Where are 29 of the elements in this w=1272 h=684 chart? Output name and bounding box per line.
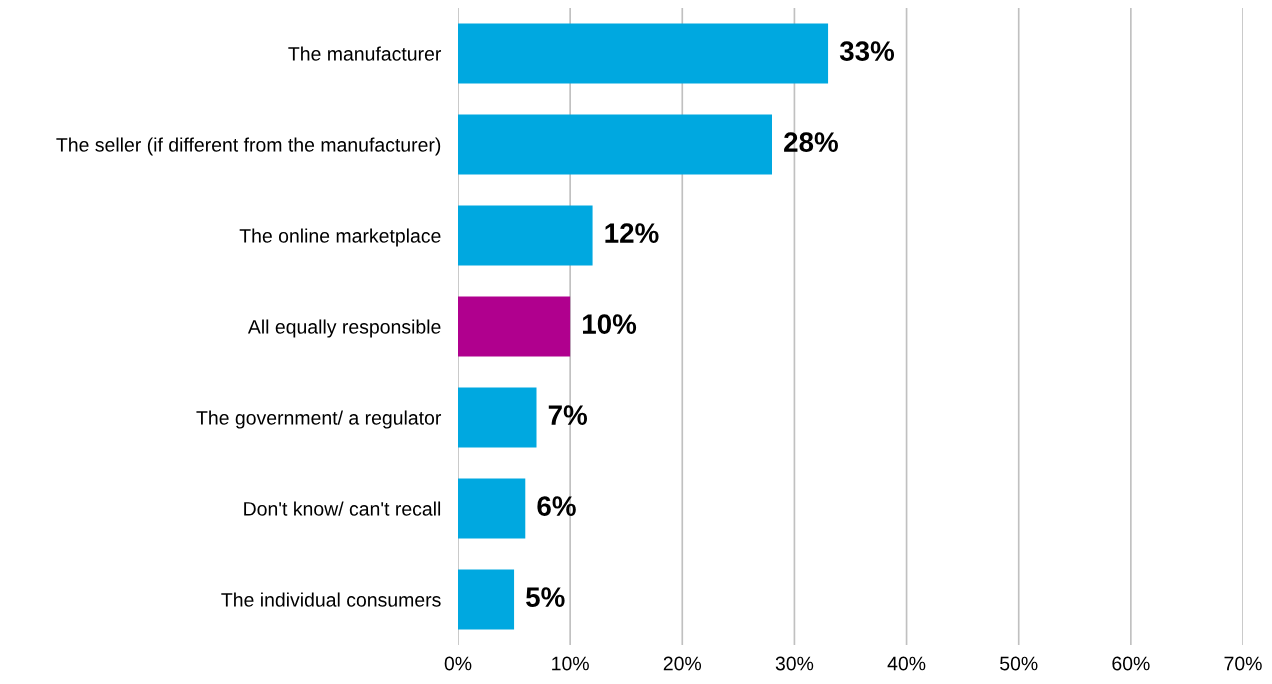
data-label: 6% bbox=[537, 496, 576, 516]
bar bbox=[458, 569, 515, 630]
x-tick-label: 40% bbox=[887, 656, 926, 671]
x-tick-label: 30% bbox=[775, 656, 814, 671]
bar bbox=[458, 23, 829, 84]
y-tick-label: All equally responsible bbox=[247, 319, 441, 338]
bar bbox=[458, 296, 571, 357]
y-tick-label: The government/ a regulator bbox=[196, 410, 442, 429]
data-label: 10% bbox=[583, 314, 637, 334]
x-tick-label: 20% bbox=[663, 656, 702, 671]
y-tick-label: The seller (if different from the manufacturer) bbox=[56, 137, 441, 156]
y-tick-label: Don't know/ can't recall bbox=[244, 501, 441, 516]
data-label: 33% bbox=[839, 41, 895, 61]
data-label: 5% bbox=[526, 587, 565, 607]
data-label: 28% bbox=[784, 132, 838, 152]
data-label: 7% bbox=[548, 405, 588, 425]
x-tick-label: 70% bbox=[1224, 656, 1262, 671]
y-tick-label: The manufacturer bbox=[288, 46, 442, 61]
bar bbox=[458, 387, 537, 448]
bar bbox=[458, 478, 526, 539]
x-tick-label: 50% bbox=[1000, 656, 1038, 671]
bar bbox=[458, 114, 772, 175]
bar bbox=[458, 205, 593, 266]
data-label: 12% bbox=[605, 223, 659, 243]
y-tick-label: The individual consumers bbox=[221, 592, 441, 607]
x-tick-label: 0% bbox=[444, 656, 472, 671]
x-tick-label: 10% bbox=[552, 656, 589, 671]
x-tick-label: 60% bbox=[1112, 656, 1150, 671]
y-tick-label: The online marketplace bbox=[239, 228, 441, 247]
